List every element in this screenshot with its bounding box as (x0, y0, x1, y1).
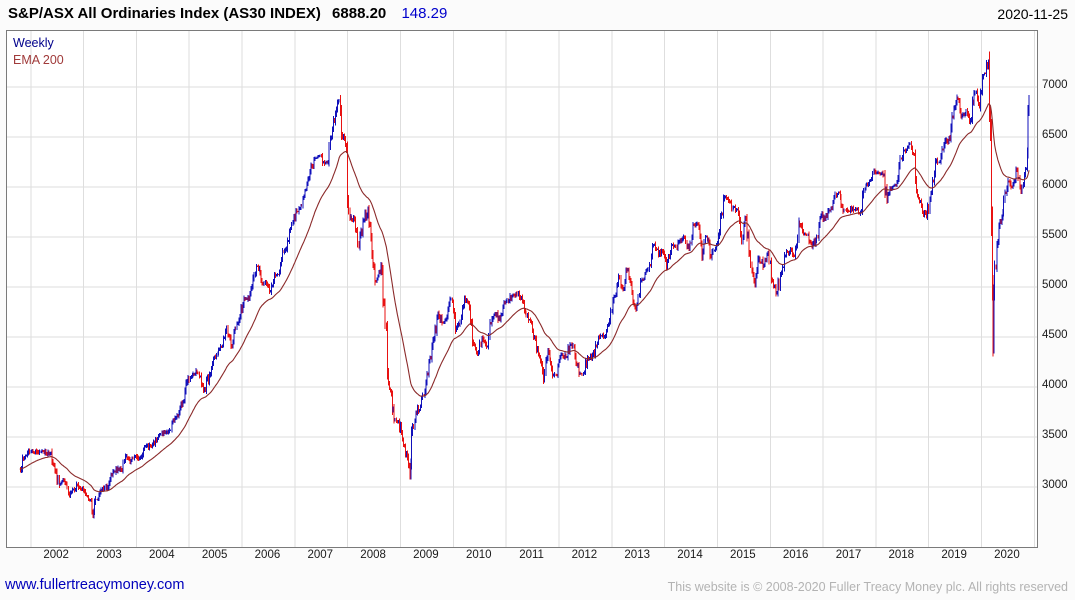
x-axis-label: 2005 (201, 549, 228, 561)
x-axis-label: 2018 (888, 549, 915, 561)
x-axis-label: 2008 (360, 549, 386, 561)
x-axis-label: 2007 (307, 549, 334, 561)
up-week-bars (21, 59, 1030, 519)
chart-header: S&P/ASX All Ordinaries Index (AS30 INDEX… (8, 5, 447, 22)
x-axis-label: 2016 (782, 549, 809, 561)
x-axis-label: 2009 (413, 549, 439, 561)
y-axis-label: 3500 (1042, 429, 1068, 441)
x-axis-label: 2017 (835, 549, 862, 561)
y-axis-label: 6500 (1042, 129, 1068, 141)
last-price: 6888.20 (332, 5, 387, 22)
x-axis-label: 2003 (96, 549, 122, 561)
x-axis-label: 2019 (941, 549, 967, 561)
x-axis-label: 2014 (677, 549, 703, 561)
x-axis-label: 2013 (624, 549, 650, 561)
x-axis-label: 2011 (519, 549, 544, 561)
legend-weekly-label: Weekly (13, 36, 54, 50)
x-axis-label: 2004 (149, 549, 175, 561)
y-axis: 3000 3500 4000 4500 5000 5500 6000 6500 7000 (1040, 30, 1074, 548)
y-axis-label: 3000 (1042, 479, 1068, 491)
x-axis-label: 2002 (43, 549, 69, 561)
x-axis-label: 2020 (994, 549, 1020, 561)
copyright-text: This website is © 2008-2020 Fuller Treac… (667, 580, 1068, 594)
x-axis-label: 2006 (254, 549, 281, 561)
chart-plot-area (6, 30, 1038, 548)
gridlines (7, 31, 1037, 547)
chart-date: 2020-11-25 (997, 6, 1068, 22)
ema-line (19, 103, 1030, 493)
y-axis-label: 7000 (1042, 79, 1068, 91)
x-axis-label: 2012 (571, 549, 598, 561)
x-axis: 2002 2003 2004 2005 2006 2007 2008 2009 2010 2011… (6, 549, 1036, 565)
y-axis-label: 5000 (1042, 279, 1068, 291)
chart-title: S&P/ASX All Ordinaries Index (AS30 INDEX… (8, 5, 321, 22)
down-week-bars (20, 51, 1022, 518)
x-axis-label: 2010 (465, 549, 492, 561)
price-chart-svg (7, 31, 1037, 547)
chart-legend: Weekly EMA 200 (13, 35, 64, 69)
x-axis-label: 2015 (730, 549, 756, 561)
y-axis-label: 4500 (1042, 329, 1068, 341)
legend-ema-label: EMA 200 (13, 53, 64, 67)
y-axis-label: 4000 (1042, 379, 1068, 391)
site-link[interactable]: www.fullertreacymoney.com (5, 577, 185, 593)
y-axis-label: 5500 (1042, 229, 1068, 241)
price-change: 148.29 (401, 5, 448, 22)
y-axis-label: 6000 (1042, 179, 1068, 191)
